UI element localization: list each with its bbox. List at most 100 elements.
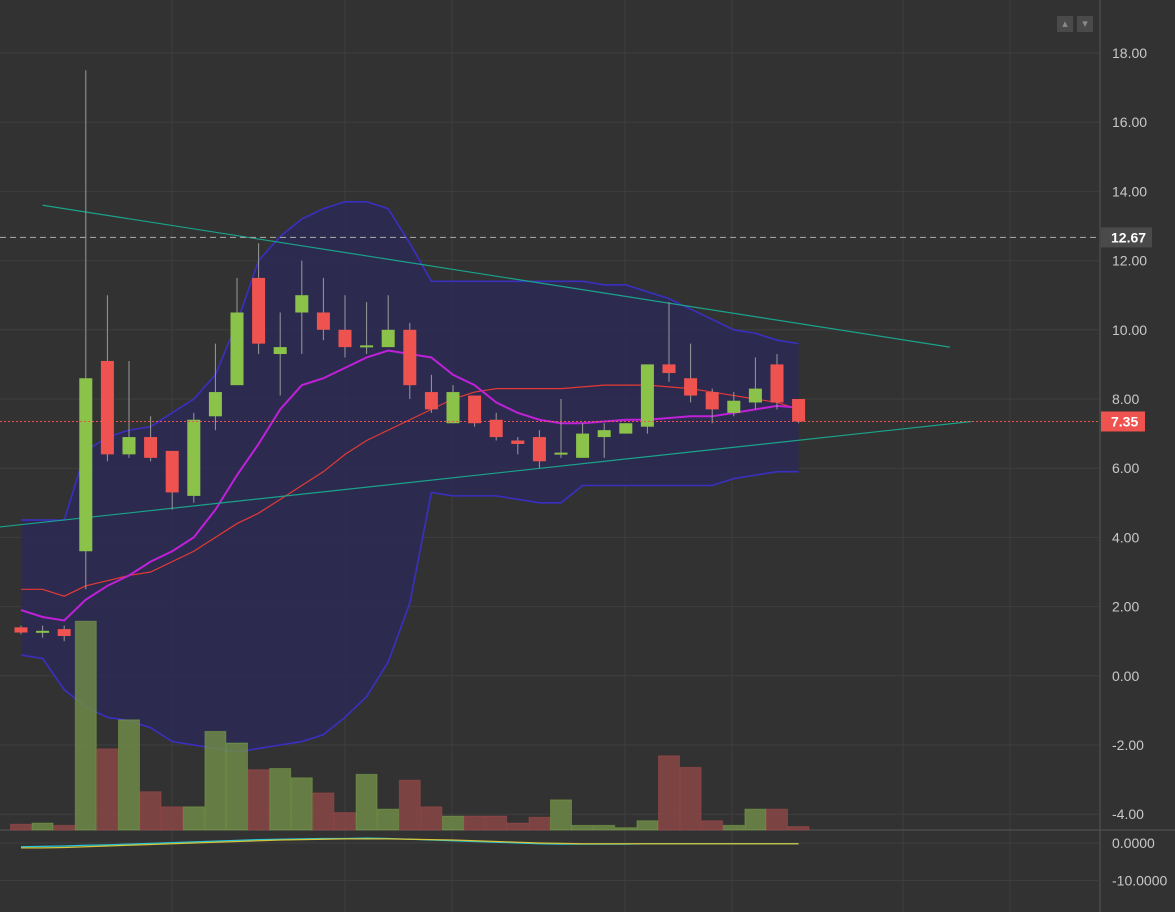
volume-bar <box>312 792 335 831</box>
reference-tag-label: 12.67 <box>1111 229 1146 245</box>
candle-body <box>597 430 611 438</box>
trendlines <box>0 204 972 528</box>
volume-bar <box>658 755 680 831</box>
y-tick-label: -4.00 <box>1112 806 1144 822</box>
volume-bar <box>118 719 140 831</box>
volume-bar <box>96 748 119 831</box>
candle-body <box>14 627 28 633</box>
volume-bar <box>139 791 162 831</box>
volume-bar <box>722 824 745 831</box>
candle-body <box>446 392 460 424</box>
bollinger-lower <box>20 470 799 753</box>
last-price-tag-label: 7.35 <box>1111 413 1138 429</box>
candle-body <box>79 378 93 552</box>
candle-body <box>122 437 136 455</box>
volume-bar <box>593 824 616 831</box>
volume-bar <box>636 820 659 831</box>
candle-body <box>662 364 676 374</box>
oscillator-pane <box>0 837 1100 881</box>
volume-bars <box>10 620 810 831</box>
trendline <box>0 420 972 528</box>
candle-body <box>619 423 633 434</box>
candle-body <box>424 392 438 410</box>
candle-body <box>770 364 784 403</box>
bollinger-fill <box>21 201 799 752</box>
volume-bar <box>442 815 464 831</box>
osc-y-tick-label: -10.0000 <box>1112 873 1167 889</box>
volume-bar <box>614 827 637 831</box>
volume-bar <box>10 823 32 831</box>
volume-bar <box>334 812 356 831</box>
reference-lines <box>0 236 1100 422</box>
reference-tag <box>1101 227 1152 248</box>
candle-body <box>554 452 568 455</box>
candle-body <box>273 347 287 355</box>
candle-body <box>640 364 654 427</box>
y-tick-label: 8.00 <box>1112 391 1139 407</box>
volume-bar <box>31 822 54 831</box>
volume-bar <box>377 808 400 831</box>
candle-body <box>705 392 719 410</box>
candle-body <box>727 400 741 413</box>
candle-body <box>532 437 546 462</box>
osc-y-tick-label: 0.0000 <box>1112 835 1155 851</box>
candle-body <box>100 360 114 455</box>
price-axis[interactable]: 18.00 16.00 14.00 12.00 10.00 8.00 6.00 4.00 2.0… <box>1101 45 1167 889</box>
candle-body <box>576 433 590 458</box>
volume-bar <box>226 742 248 831</box>
volume-bar <box>247 769 270 831</box>
volume-bar <box>290 777 313 831</box>
candle-body <box>252 277 266 344</box>
candle-body <box>36 630 50 633</box>
volume-bar <box>269 768 292 831</box>
candle-body <box>144 437 158 458</box>
volume-bar <box>355 773 378 831</box>
trendline <box>42 204 950 348</box>
y-tick-label: 2.00 <box>1112 599 1139 615</box>
last-price-tag <box>1101 411 1145 432</box>
candle-body <box>187 419 201 496</box>
y-tick-label: 12.00 <box>1112 253 1147 269</box>
y-tick-label: 10.00 <box>1112 322 1147 338</box>
volume-bar <box>571 824 594 831</box>
osc-line-2 <box>21 838 799 849</box>
volume-bar <box>204 730 227 831</box>
volume-bar <box>528 816 551 831</box>
candle-body <box>208 392 222 417</box>
y-tick-label: 6.00 <box>1112 460 1139 476</box>
candle-body <box>381 329 395 348</box>
volume-bar <box>744 808 767 831</box>
volume-bar <box>398 779 421 831</box>
volume-bar <box>420 806 443 831</box>
candle-body <box>316 312 330 330</box>
volume-bar <box>74 620 97 831</box>
y-tick-label: 4.00 <box>1112 529 1139 545</box>
y-tick-label: 18.00 <box>1112 45 1147 61</box>
volume-bar <box>550 799 572 831</box>
candle-body <box>165 450 179 493</box>
candle-body <box>230 312 244 386</box>
ma-slow-line <box>21 384 799 597</box>
y-tick-label: -2.00 <box>1112 737 1144 753</box>
candle-body <box>792 399 806 422</box>
candle-body <box>489 419 503 438</box>
candle-body <box>403 329 417 386</box>
volume-bar <box>787 826 810 831</box>
y-tick-label: 14.00 <box>1112 183 1147 199</box>
volume-bar <box>485 815 508 831</box>
volume-bar <box>53 824 76 831</box>
scroll-up-icon[interactable]: ▴ <box>1057 16 1073 32</box>
candle-body <box>338 329 352 348</box>
y-tick-label: 16.00 <box>1112 114 1147 130</box>
candle-body <box>511 440 525 444</box>
candle-body <box>360 345 374 348</box>
candle-body <box>57 629 71 637</box>
candle-body <box>748 388 762 403</box>
candle-body <box>468 395 482 424</box>
scroll-down-icon[interactable]: ▾ <box>1077 16 1093 32</box>
volume-bar <box>161 806 184 831</box>
volume-bar <box>679 766 702 831</box>
volume-bar <box>463 815 486 831</box>
candle-body <box>684 378 698 396</box>
